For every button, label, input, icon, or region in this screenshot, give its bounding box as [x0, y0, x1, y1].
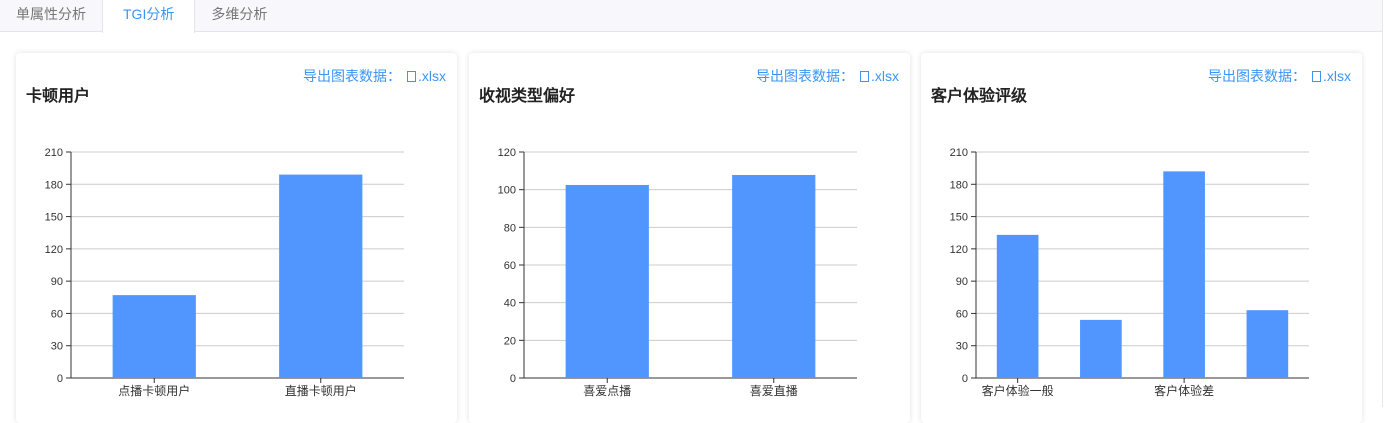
export-ext: .xlsx	[418, 68, 446, 84]
export-label: 导出图表数据：	[1208, 68, 1306, 84]
y-tick-label: 30	[51, 341, 63, 353]
export-link[interactable]: 导出图表数据： .xlsx	[303, 66, 446, 86]
chart-title: 客户体验评级	[931, 88, 1028, 105]
tab-single-attribute[interactable]: 单属性分析	[16, 6, 86, 22]
bar	[1163, 171, 1205, 378]
x-tick-label: 客户体验差	[1154, 383, 1214, 398]
y-tick-label: 0	[962, 373, 968, 385]
y-tick-label: 0	[57, 373, 63, 385]
export-label: 导出图表数据：	[303, 68, 401, 84]
x-tick-label: 点播卡顿用户	[118, 383, 190, 398]
bar	[996, 234, 1039, 378]
chart-title: 卡顿用户	[26, 88, 91, 105]
y-tick-label: 180	[950, 179, 968, 191]
y-tick-label: 60	[51, 308, 63, 320]
x-tick-label: 客户体验一般	[982, 383, 1054, 398]
y-tick-label: 150	[45, 212, 63, 224]
y-tick-label: 20	[504, 335, 516, 347]
y-tick-label: 210	[45, 147, 63, 159]
y-tick-label: 100	[498, 185, 516, 197]
x-tick-label: 直播卡顿用户	[285, 383, 357, 398]
bar	[1246, 310, 1289, 378]
chart-title: 收视类型偏好	[479, 88, 576, 105]
y-tick-label: 120	[498, 147, 516, 159]
y-tick-label: 40	[504, 298, 516, 310]
y-tick-label: 90	[956, 276, 968, 288]
x-tick-label: 喜爱点播	[583, 384, 631, 398]
y-tick-label: 180	[45, 179, 63, 191]
y-tick-label: 210	[950, 147, 968, 159]
tab-multi-dimension[interactable]: 多维分析	[211, 6, 268, 22]
tab-bar: 单属性分析 TGI分析 多维分析	[0, 0, 1382, 33]
y-tick-label: 60	[956, 308, 968, 320]
y-tick-label: 120	[45, 244, 63, 256]
bar-chart: 0 30 60 90 120 150 180 210 点播卡顿用户 直播卡顿用户	[45, 147, 404, 398]
bar-chart: 0 30 60 90 120 150 180 210 客户体验一般 客户体验差	[950, 147, 1309, 398]
chart-card: 导出图表数据： .xlsx 卡顿用户 0 30 60 90 120 150 180 210 点播卡顿用…	[16, 53, 457, 423]
export-link[interactable]: 导出图表数据： .xlsx	[756, 66, 899, 86]
y-tick-label: 30	[956, 341, 968, 353]
file-icon	[407, 71, 416, 82]
y-tick-label: 0	[510, 373, 516, 385]
file-icon	[1312, 71, 1321, 82]
bar	[1080, 319, 1122, 378]
bar	[565, 184, 649, 378]
chart-card: 导出图表数据： .xlsx 客户体验评级 0 30 60 90 120 150 180 210 客户体…	[921, 53, 1362, 423]
y-tick-label: 150	[950, 212, 968, 224]
y-tick-label: 80	[504, 222, 516, 234]
bar	[279, 174, 363, 378]
bar-chart: 0 20 40 60 80 100 120 喜爱点播 喜爱直播	[498, 147, 857, 398]
y-tick-label: 60	[504, 260, 516, 272]
scrollbar[interactable]	[1382, 0, 1394, 407]
export-label: 导出图表数据：	[756, 68, 854, 84]
tab-tgi[interactable]: TGI分析	[102, 0, 196, 33]
export-ext: .xlsx	[1323, 68, 1351, 84]
y-tick-label: 90	[51, 276, 63, 288]
bar	[732, 174, 816, 378]
export-ext: .xlsx	[871, 68, 899, 84]
chart-card: 导出图表数据： .xlsx 收视类型偏好 0 20 40 60 80 100 120 喜爱点播 喜爱直…	[469, 53, 910, 423]
export-link[interactable]: 导出图表数据： .xlsx	[1208, 66, 1351, 86]
x-tick-label: 喜爱直播	[750, 384, 798, 398]
y-tick-label: 120	[950, 244, 968, 256]
bar	[112, 295, 196, 378]
file-icon	[860, 71, 869, 82]
